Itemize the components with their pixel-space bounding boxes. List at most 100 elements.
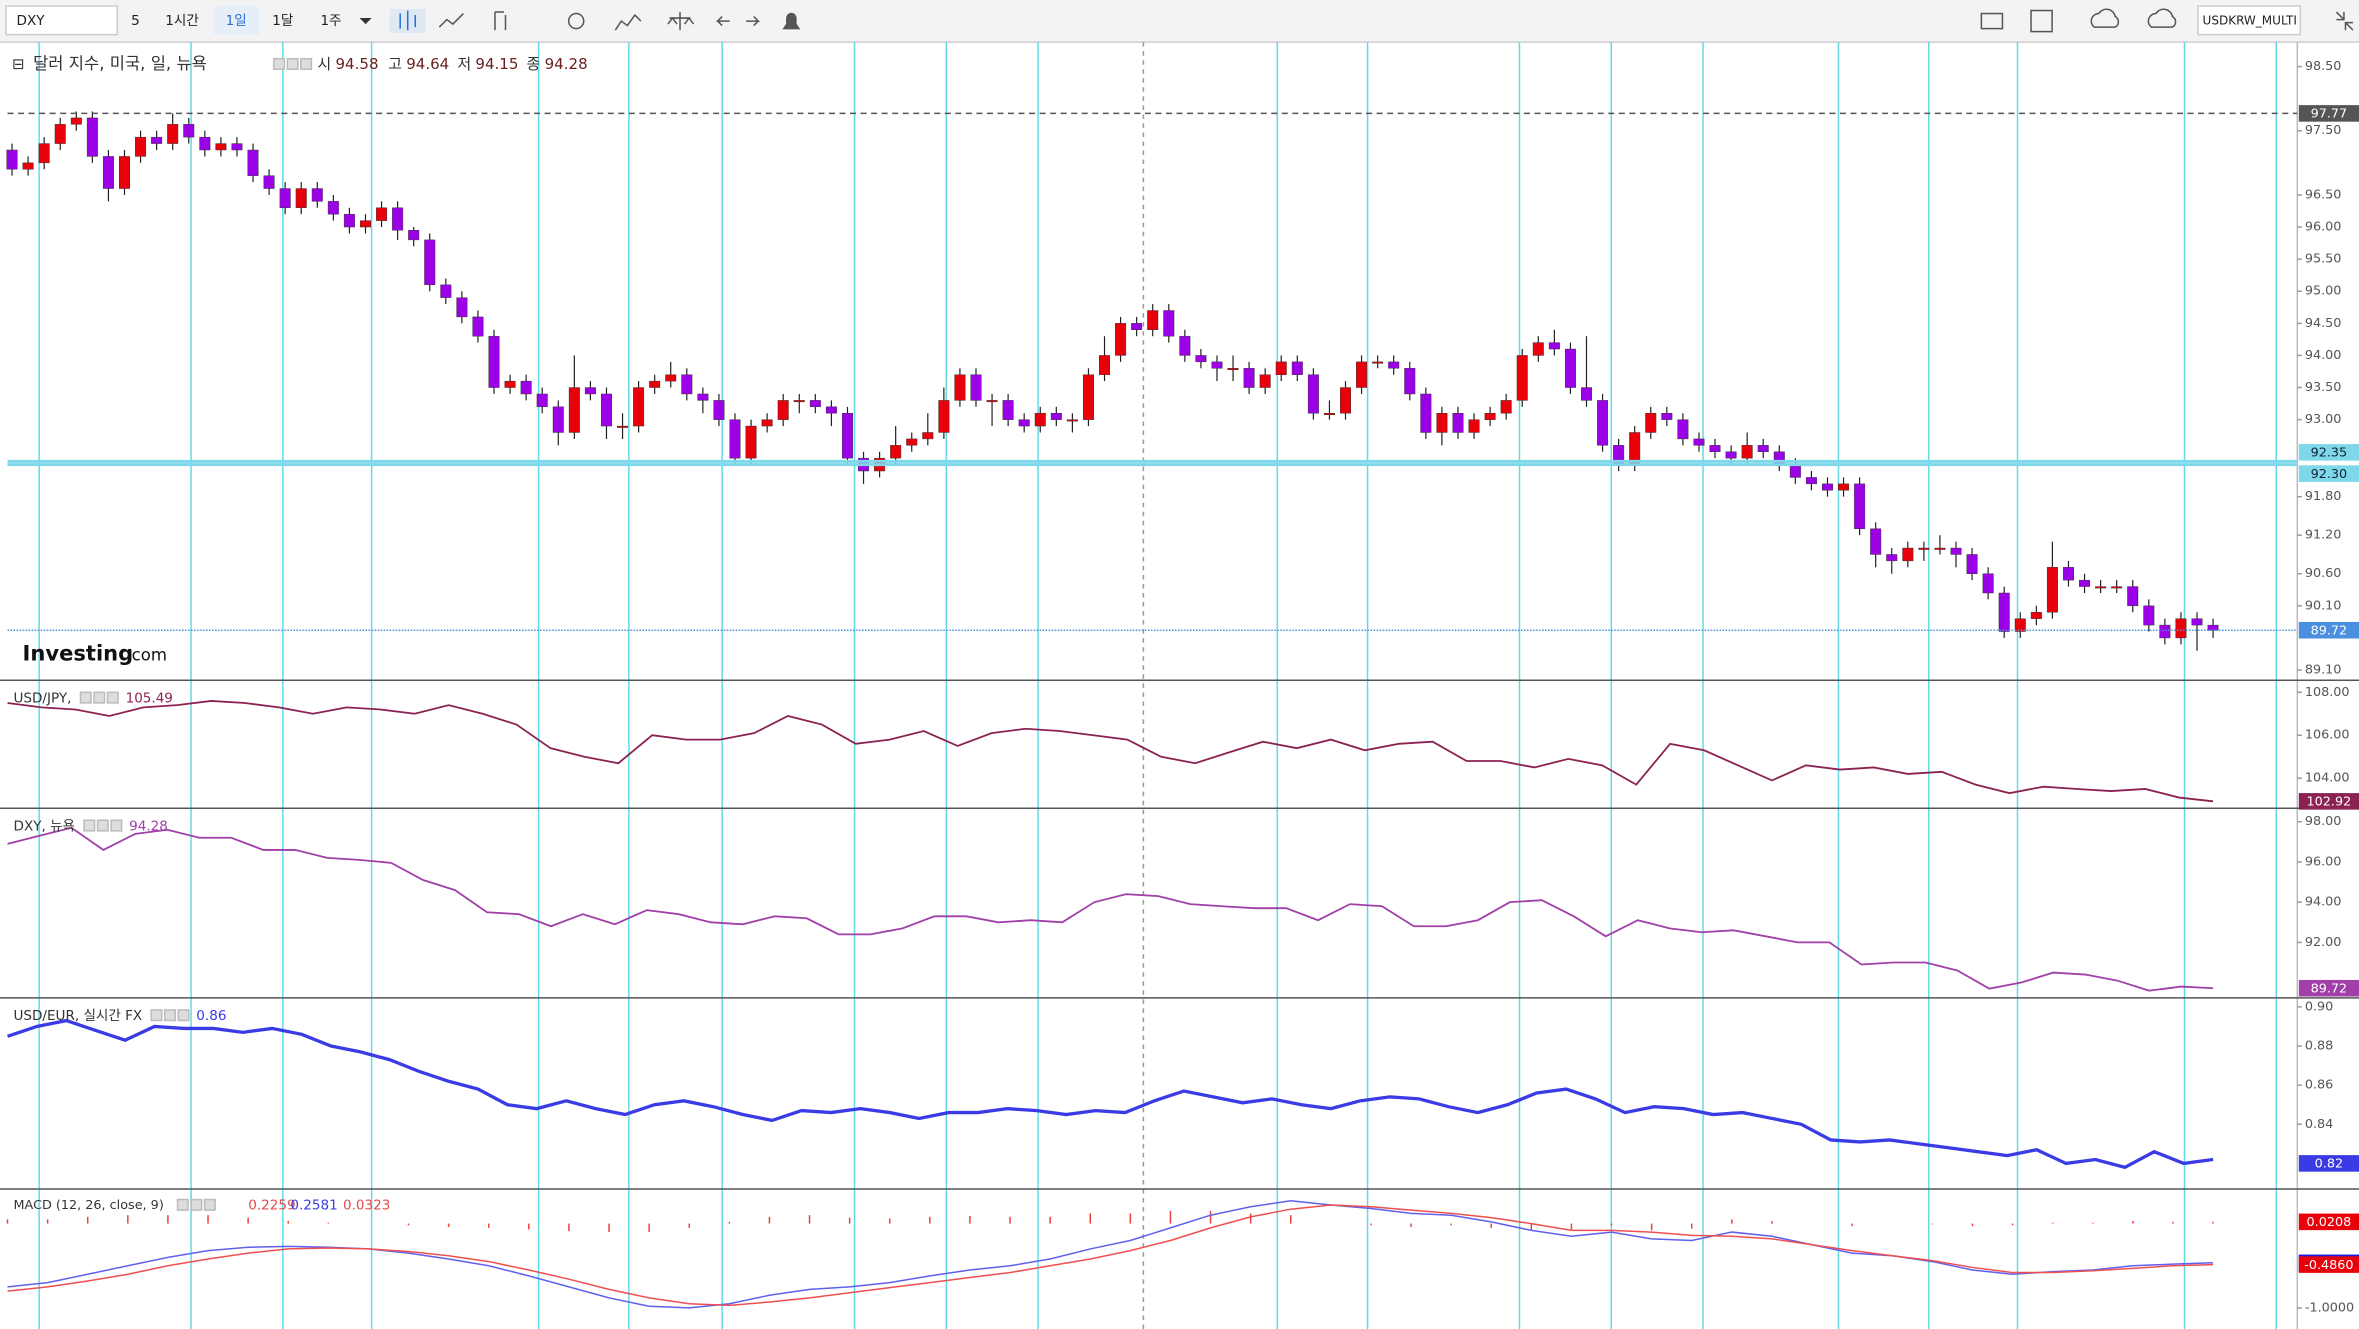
interval-button[interactable]: 5 xyxy=(131,13,140,29)
y-tick-label: 90.60 xyxy=(2305,566,2342,581)
price-badge-label: 102.92 xyxy=(2307,795,2352,810)
interval-button[interactable]: 1시간 xyxy=(165,13,199,29)
symbol[interactable]: DXY xyxy=(17,13,46,29)
candle-body xyxy=(793,400,805,403)
candle-body xyxy=(263,175,275,189)
candle-body xyxy=(1195,355,1207,363)
legend-icon xyxy=(106,691,119,704)
candle-body xyxy=(54,124,66,144)
candle-body xyxy=(2030,612,2042,619)
collapse-icon: ⊟ xyxy=(12,55,25,73)
candle-body xyxy=(440,284,452,298)
candle-body xyxy=(938,400,950,433)
price-badge-label: 92.35 xyxy=(2311,446,2348,461)
bar-icon[interactable] xyxy=(494,11,507,31)
candle-body xyxy=(1838,483,1850,491)
interval-button[interactable]: 1달 xyxy=(272,13,293,29)
candle-body xyxy=(1066,419,1078,422)
candle-body xyxy=(311,188,323,202)
account-box[interactable] xyxy=(2197,5,2302,36)
candle-body xyxy=(520,380,532,395)
candle-body xyxy=(1259,374,1271,388)
y-tick-label: 93.50 xyxy=(2305,380,2342,395)
legend-icon xyxy=(203,1198,216,1211)
ohlc-value: 94.15 xyxy=(475,55,518,73)
candle-body xyxy=(279,188,291,209)
candle-body xyxy=(1034,413,1046,427)
legend-icon xyxy=(93,691,106,704)
legend-icon xyxy=(190,1198,203,1211)
candle-body xyxy=(713,400,725,420)
camera-icon[interactable] xyxy=(1980,12,2004,30)
legend-icon xyxy=(79,691,92,704)
y-tick-label: 92.00 xyxy=(2305,935,2342,950)
candle-body xyxy=(1163,310,1175,337)
candle-body xyxy=(2079,579,2091,587)
price-badge xyxy=(2298,979,2359,997)
candle-body xyxy=(1564,348,1576,388)
candle-body xyxy=(552,406,564,433)
candle-body xyxy=(1805,477,1817,485)
fullscreen-icon[interactable] xyxy=(2335,11,2354,31)
interval-button[interactable]: 1일 xyxy=(226,13,247,29)
candle-body xyxy=(376,207,388,221)
candle-body xyxy=(1227,368,1239,371)
pane-title: MACD (12, 26, close, 9) xyxy=(14,1198,164,1213)
price-badge-label: 97.77 xyxy=(2311,107,2348,122)
candle-body xyxy=(38,143,50,164)
line-icon[interactable] xyxy=(438,13,464,28)
series-line xyxy=(7,826,2214,992)
interval-button[interactable]: 1주 xyxy=(320,13,341,29)
candle-body xyxy=(1468,419,1480,433)
ohlc-value: 94.58 xyxy=(335,55,378,73)
cloud-save-icon[interactable] xyxy=(2147,8,2177,28)
candle-body xyxy=(1002,400,1014,420)
compare-icon[interactable] xyxy=(667,12,695,31)
indicator-icon[interactable] xyxy=(614,13,642,31)
redo-icon[interactable] xyxy=(746,16,761,27)
candle-body xyxy=(504,380,516,388)
candle-body xyxy=(825,406,837,414)
settings-icon[interactable] xyxy=(567,12,585,30)
candle-body xyxy=(2159,624,2171,639)
pane-value: 0.86 xyxy=(196,1008,226,1024)
candle-body xyxy=(1998,592,2010,632)
y-tick-label: 98.50 xyxy=(2305,59,2342,74)
candle-body xyxy=(1050,413,1062,420)
undo-icon[interactable] xyxy=(715,16,730,27)
dropdown-icon[interactable] xyxy=(359,18,372,25)
candle-body xyxy=(86,117,98,157)
price-badge-label: -0.4860 xyxy=(2304,1258,2353,1273)
alert-icon[interactable] xyxy=(782,12,801,30)
candle-body xyxy=(1532,342,1544,356)
price-badge xyxy=(2298,793,2359,810)
candle-body xyxy=(1581,387,1592,401)
candle-body xyxy=(745,425,757,459)
legend-icon xyxy=(110,819,123,832)
candle-body xyxy=(1966,554,1978,574)
candle-body xyxy=(681,374,693,395)
price-badge xyxy=(2298,1256,2359,1273)
candle-body xyxy=(584,387,596,395)
candle-body xyxy=(2207,624,2219,631)
candle-icon[interactable] xyxy=(399,10,416,31)
candle-body xyxy=(1548,342,1560,350)
signal-line xyxy=(7,1204,2214,1307)
candle-body xyxy=(906,438,918,446)
cloud-load-icon[interactable] xyxy=(2090,8,2120,28)
candle-body xyxy=(761,419,773,427)
candle-body xyxy=(231,143,243,151)
y-tick-label: 89.10 xyxy=(2305,663,2342,678)
pane-value: 94.28 xyxy=(129,818,168,834)
price-badge xyxy=(2298,444,2359,461)
symbol-input[interactable] xyxy=(5,5,119,36)
candle-body xyxy=(2143,605,2155,626)
candle-body xyxy=(1693,438,1705,446)
toolbar-icons xyxy=(389,8,2354,34)
account[interactable]: USDKRW_MULTI xyxy=(2203,14,2297,28)
candle-body xyxy=(1420,393,1432,433)
layout-icon[interactable] xyxy=(2030,9,2053,33)
candle-body xyxy=(1115,323,1127,356)
